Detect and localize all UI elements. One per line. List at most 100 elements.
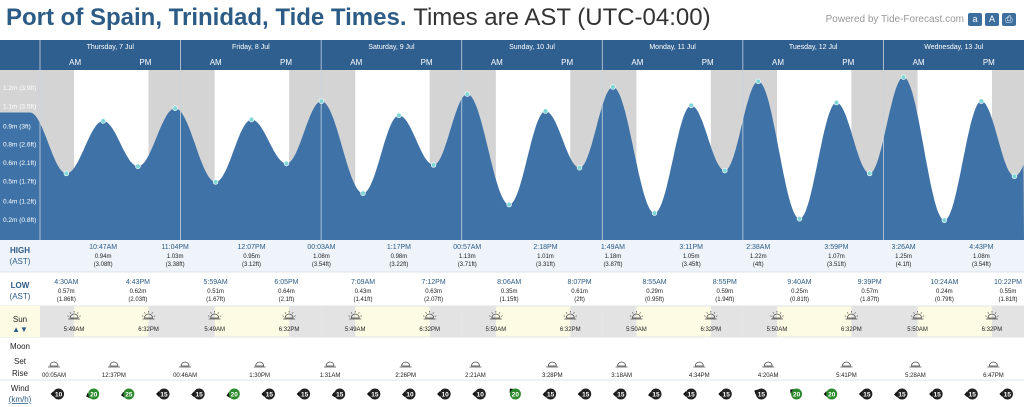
print-icon[interactable]: ⎙ [1002, 13, 1016, 26]
low-tide-height-m: 0.62m [130, 289, 147, 295]
sunset-icon [985, 311, 999, 320]
wind-arrow-icon: 15 [858, 388, 873, 400]
wind-speed: 15 [371, 391, 379, 398]
low-tide-height-m: 0.64m [278, 289, 295, 295]
wind-arrow-head [683, 391, 687, 397]
wind-arrow-head [191, 391, 195, 398]
wind-arrow-icon: 10 [437, 388, 451, 400]
tide-point [796, 216, 803, 222]
wind-badge [193, 388, 205, 400]
sunrise-icon-ray [69, 312, 72, 314]
sunset-icon-ray [987, 312, 990, 314]
low-tide-height-ft: (1.87ft) [860, 297, 879, 303]
wind-arrow-icon: 10 [401, 388, 416, 400]
moon-phase-icon [987, 361, 1000, 368]
day-label: Saturday, 9 Jul [368, 44, 415, 51]
moon-row-bg [0, 337, 1024, 380]
high-tide-height-ft: (3.45ft) [682, 262, 701, 268]
moon-phase-shape [109, 361, 119, 367]
sunset-icon-ray [573, 312, 575, 314]
moonset-time: 3:18AM [611, 373, 632, 379]
high-tide-height-m: 0.95m [243, 254, 260, 260]
moon-phase-shape [180, 361, 190, 367]
pm-label: PM [983, 58, 995, 67]
wind-speed: 20 [828, 391, 836, 398]
wind-badge [755, 388, 767, 400]
sunrise-icon-ray [920, 312, 922, 314]
high-tide-height-ft: (3.54ft) [312, 262, 331, 268]
wind-speed: 15 [1004, 391, 1012, 398]
wind-arrow-icon: 20 [226, 388, 240, 400]
wind-badge [720, 388, 732, 400]
sunrise-time: 5:49AM [64, 327, 85, 333]
sunset-icon-shape [565, 313, 575, 319]
sunrise-icon-ray [350, 312, 353, 314]
ampm-left-cell [0, 52, 40, 70]
wind-speed: 20 [512, 391, 520, 398]
high-tide-height-m: 1.08m [313, 254, 330, 260]
wind-badge [509, 388, 521, 400]
sunrise-icon-ray [772, 312, 775, 314]
high-tide-time: 00:03AM [307, 244, 335, 251]
wind-unit-label: (km/h) [9, 395, 32, 404]
wind-badge [299, 388, 311, 400]
sunrise-icon-ray [217, 312, 220, 314]
sun-row-night [289, 306, 322, 337]
sunrise-icon-shape [350, 313, 360, 319]
moonset-time: 2:21AM [465, 373, 486, 379]
high-tide-time: 11:04PM [161, 244, 189, 251]
pm-label: PM [280, 58, 292, 67]
wind-speed: 15 [196, 391, 204, 398]
moonset-time: 00:05AM [42, 373, 66, 379]
wind-badge [861, 388, 873, 400]
pm-label: PM [139, 58, 151, 67]
wind-arrow-icon: 15 [718, 388, 732, 400]
wind-arrow-icon: 15 [648, 388, 662, 400]
high-tide-time: 3:26AM [891, 244, 915, 251]
tide-point [100, 118, 106, 124]
moon-phase-shape [842, 361, 851, 367]
day-label: Wednesday, 13 Jul [924, 44, 983, 51]
wind-badge [334, 388, 346, 400]
sunset-icon-ray [151, 312, 153, 314]
sunrise-icon [629, 311, 644, 320]
wind-arrow-icon: 15 [296, 388, 311, 400]
moon-phase-shape [471, 361, 480, 367]
high-tide-time: 3:59PM [824, 244, 848, 251]
wind-badge [826, 388, 838, 400]
sunrise-icon-shape [69, 313, 79, 319]
high-tide-height-ft: (4.1ft) [896, 262, 912, 268]
day-label: Sunday, 10 Jul [509, 44, 555, 51]
sun-row-night [180, 306, 215, 337]
text-size-down-icon[interactable]: a [968, 13, 982, 26]
day-label: Tuesday, 12 Jul [789, 44, 838, 51]
moonrise-time: 6:47PM [983, 373, 1004, 379]
low-tide-height-ft: (1.67ft) [206, 297, 225, 303]
wind-arrow-icon: 15 [261, 388, 275, 400]
low-tide-time: 8:07PM [567, 279, 591, 286]
high-row-tz: (AST) [10, 257, 31, 266]
wind-speed: 15 [547, 391, 555, 398]
high-tide-height-ft: (3.31ft) [536, 262, 555, 268]
wind-speed: 15 [301, 391, 309, 398]
high-tide-height-m: 1.05m [683, 254, 700, 260]
sunset-time: 6:32PM [560, 327, 581, 333]
low-tide-time: 8:55PM [713, 279, 737, 286]
text-size-up-icon[interactable]: A [985, 13, 999, 26]
wind-arrow-head [437, 391, 441, 397]
high-tide-height-m: 0.98m [391, 254, 408, 260]
low-tide-time: 10:22PM [994, 279, 1022, 286]
moon-phase-icon [324, 361, 337, 368]
tide-point [506, 201, 512, 208]
am-label: AM [913, 58, 925, 67]
moon-phase-icon [909, 361, 922, 368]
sunset-icon-shape [144, 313, 153, 319]
wind-speed: 15 [934, 391, 942, 398]
high-tide-time: 2:18PM [533, 244, 557, 251]
high-tide-height-m: 1.08m [973, 254, 990, 260]
low-tide-time: 9:39PM [858, 279, 882, 286]
tide-point [900, 74, 907, 80]
moonset-time: 1:31AM [320, 373, 341, 379]
sunset-icon-ray [425, 312, 427, 314]
low-tide-time: 9:40AM [787, 279, 811, 286]
